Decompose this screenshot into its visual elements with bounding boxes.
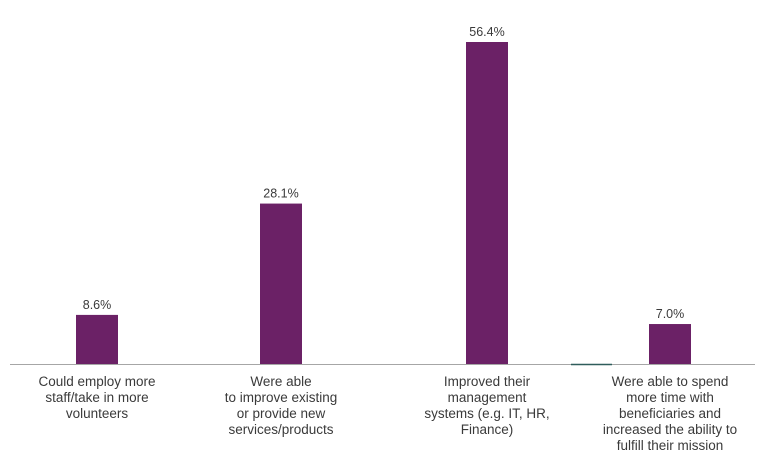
category-label-line: Were able [250,374,312,389]
bars-group [76,42,691,364]
category-label-line: staff/take in more [45,390,149,405]
category-label-line: fulfill their mission [616,438,724,453]
value-label-1: 28.1% [263,187,298,201]
value-labels-group: 8.6% 28.1% 56.4% 7.0% [83,25,685,321]
category-label-line: or provide new [236,406,326,421]
value-label-3: 7.0% [656,307,685,321]
category-label-staff: Could employ more staff/take in more volun… [0,374,197,422]
category-label-line: increased the ability to [602,422,738,437]
category-label-line: Finance) [460,422,514,437]
bar-3 [649,324,691,364]
category-label-line: volunteers [65,406,129,421]
category-label-line: management [447,390,527,405]
category-label-line: Improved their [443,374,531,389]
bar-2 [466,42,508,364]
category-label-line: beneficiaries and [618,406,722,421]
category-label-line: Were able to spend [611,374,729,389]
category-label-line: systems (e.g. IT, HR, [424,406,550,421]
category-label-line: services/products [228,422,334,437]
category-label-management: Improved their management systems (e.g. IT… [387,374,587,438]
value-label-2: 56.4% [469,25,504,39]
value-label-0: 8.6% [83,298,112,312]
category-label-line: to improve existing [224,390,338,405]
category-label-services: Were able to improve existing or provide n… [181,374,381,438]
category-label-line: Could employ more [38,374,156,389]
category-label-beneficiaries: Were able to spend more time with benefici… [570,374,762,454]
bar-1 [260,203,302,364]
bar-0 [76,314,118,364]
category-label-line: more time with [626,390,714,405]
